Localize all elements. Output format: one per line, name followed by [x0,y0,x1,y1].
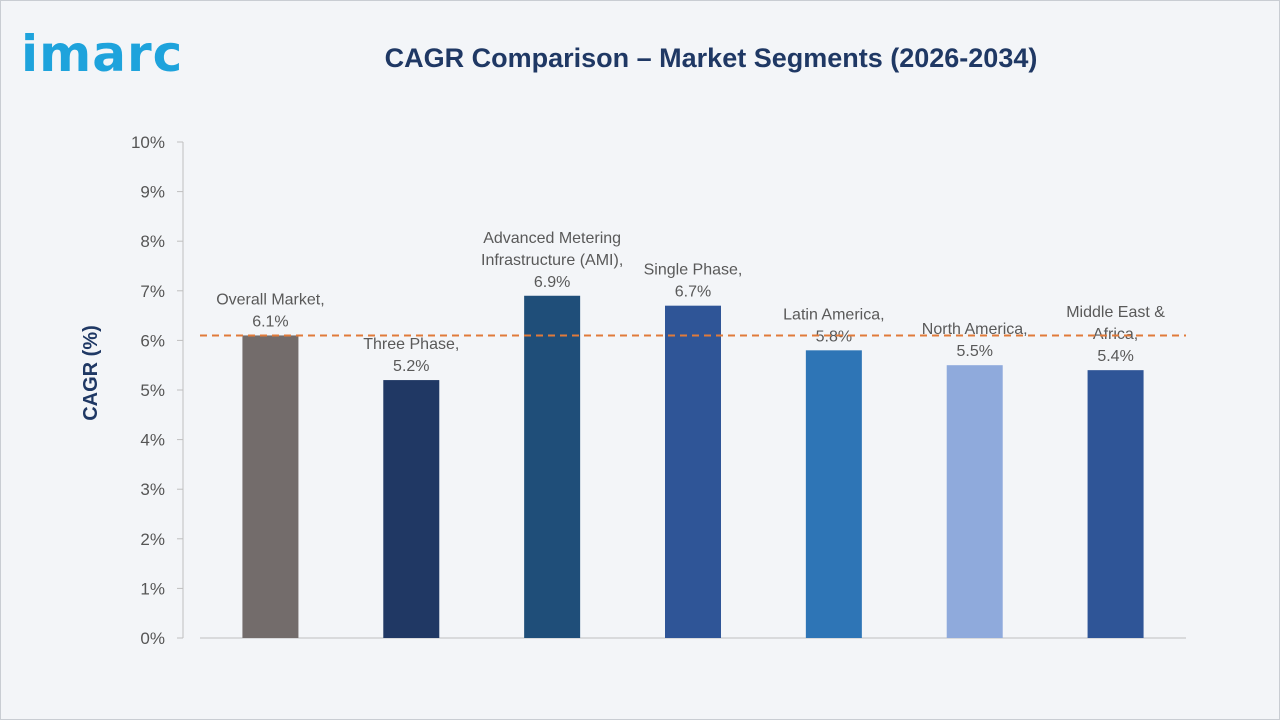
y-tick-label: 7% [140,282,165,301]
data-label: Middle East & Africa, 5.4% [1066,304,1165,365]
data-label: Three Phase, 5.2% [363,336,459,375]
y-tick-label: 2% [140,530,165,549]
chart-title: CAGR Comparison – Market Segments (2026-… [384,43,1038,73]
imarc-logo: imarc [21,25,184,83]
bar [242,335,299,638]
y-tick-label: 3% [140,480,165,499]
y-tick-label: 5% [140,381,165,400]
bar [665,305,721,638]
data-label: North America, 5.5% [922,321,1028,360]
y-axis-title: CAGR (%) [80,325,102,421]
y-tick-label: 1% [140,579,165,598]
y-tick-label: 9% [140,183,165,202]
data-label: Overall Market, 6.1% [216,291,324,330]
bar [383,380,440,638]
data-label: Advanced Metering Infrastructure (AMI), 6.… [481,230,623,291]
y-tick-label: 6% [140,331,165,350]
data-label: Latin America, 5.8% [783,306,884,345]
y-tick-label: 10% [131,133,165,152]
data-label: Single Phase, 6.7% [644,262,743,301]
bar [946,365,1003,638]
bar [805,350,862,638]
bar [524,295,581,638]
y-tick-label: 4% [140,431,165,450]
bar [1087,370,1144,638]
y-tick-label: 8% [140,232,165,251]
y-tick-label: 0% [140,629,165,648]
